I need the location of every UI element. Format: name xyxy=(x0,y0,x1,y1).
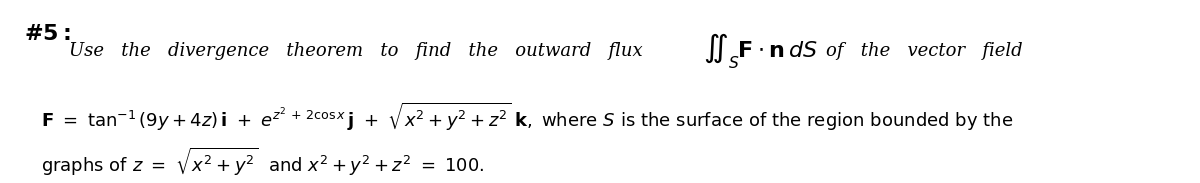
Text: $\iint_{S} \mathbf{F} \cdot \mathbf{n} \, dS$: $\iint_{S} \mathbf{F} \cdot \mathbf{n} \… xyxy=(703,31,817,71)
Text: Use   the   divergence   theorem   to   find   the   outward   flux: Use the divergence theorem to find the o… xyxy=(68,42,642,60)
Text: $\mathbf{\#5:}$: $\mathbf{\#5:}$ xyxy=(24,23,71,45)
Text: of   the   vector   field: of the vector field xyxy=(827,42,1022,60)
Text: $\mathbf{F}\ =\ \tan^{-1}(9y + 4z)\,\mathbf{i}\ +\ e^{z^2\,+\,2\cos x}\,\mathbf{: $\mathbf{F}\ =\ \tan^{-1}(9y + 4z)\,\mat… xyxy=(41,101,1013,133)
Text: $\mathrm{graphs\ of\ }z\ =\ \sqrt{x^2 + y^2}\ \mathrm{\ and\ }x^2 + y^2 + z^2\ =: $\mathrm{graphs\ of\ }z\ =\ \sqrt{x^2 + … xyxy=(41,145,485,178)
